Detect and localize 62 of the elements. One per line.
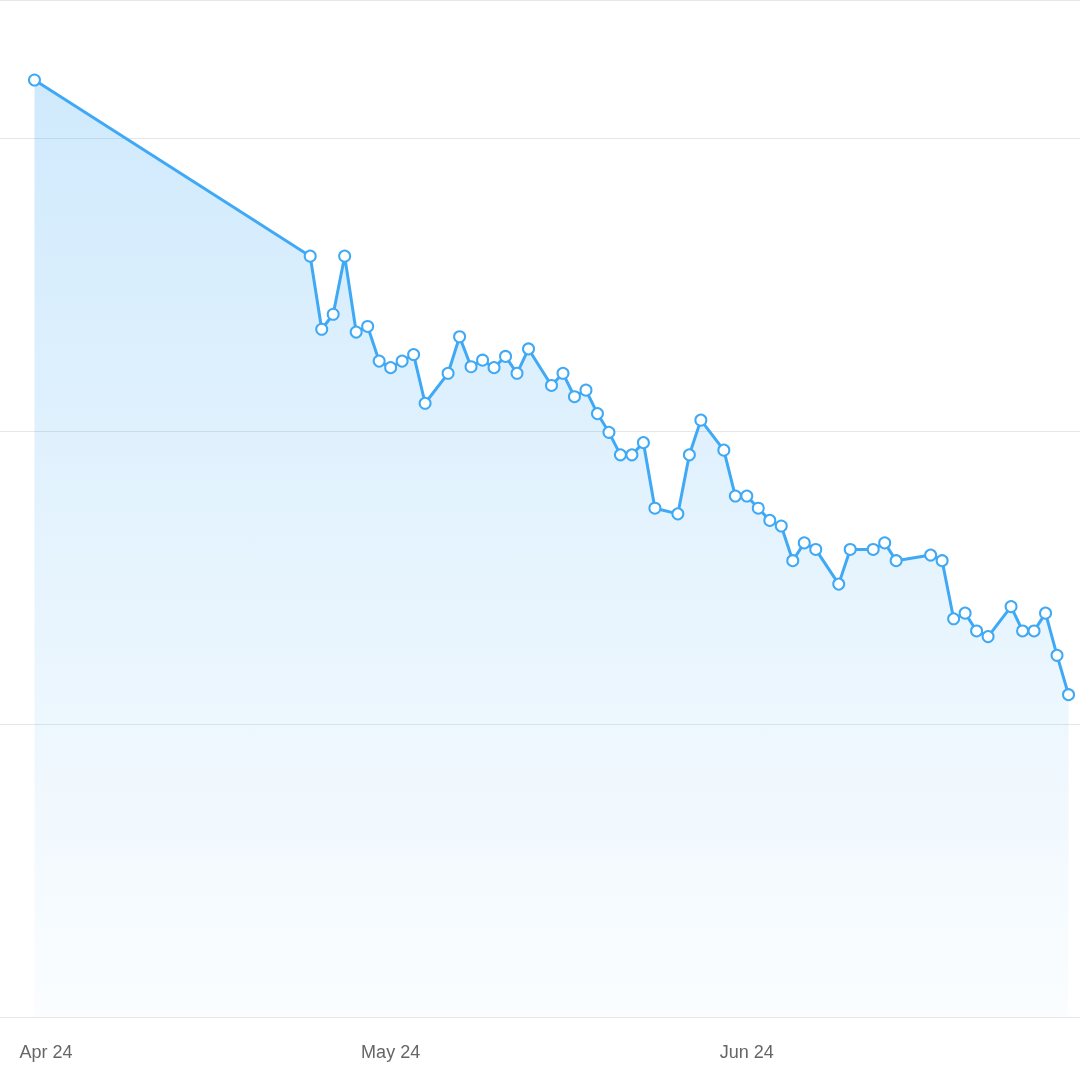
point: [441, 366, 455, 380]
point: [1062, 688, 1076, 702]
point: [453, 330, 467, 344]
point: [809, 542, 823, 556]
point: [889, 554, 903, 568]
point: [487, 361, 501, 375]
point: [407, 348, 421, 362]
point: [671, 507, 685, 521]
point: [303, 249, 317, 263]
point: [590, 407, 604, 421]
point: [315, 322, 329, 336]
point: [1016, 624, 1030, 638]
point: [843, 542, 857, 556]
point: [579, 383, 593, 397]
point: [751, 501, 765, 515]
point: [981, 630, 995, 644]
point: [476, 353, 490, 367]
point: [338, 249, 352, 263]
point: [464, 360, 478, 374]
point: [625, 448, 639, 462]
point: [372, 354, 386, 368]
point: [522, 342, 536, 356]
point: [1027, 624, 1041, 638]
point: [1039, 606, 1053, 620]
point: [499, 349, 513, 363]
point: [27, 73, 41, 87]
point: [682, 448, 696, 462]
x-tick-label: May 24: [361, 1042, 421, 1062]
x-tick-label: Apr 24: [19, 1042, 73, 1062]
point: [878, 536, 892, 550]
point: [958, 606, 972, 620]
point: [947, 612, 961, 626]
point: [924, 548, 938, 562]
point: [740, 489, 754, 503]
point: [602, 425, 616, 439]
point: [545, 378, 558, 392]
point: [728, 489, 742, 503]
point: [786, 554, 800, 568]
point: [567, 390, 581, 404]
point: [395, 354, 409, 368]
point: [1050, 648, 1064, 662]
point: [648, 501, 662, 515]
point: [361, 319, 375, 333]
point: [418, 396, 432, 410]
point: [326, 307, 340, 321]
point: [866, 542, 880, 556]
x-tick-label: Jun 24: [719, 1042, 774, 1062]
point: [510, 366, 524, 380]
point: [763, 513, 777, 527]
point: [797, 536, 811, 550]
point: [935, 554, 949, 568]
point: [613, 448, 627, 462]
point: [832, 577, 846, 591]
point: [556, 366, 570, 380]
point: [384, 361, 398, 375]
point: [970, 624, 984, 638]
point: [774, 519, 788, 533]
point: [694, 413, 708, 427]
point: [1004, 600, 1018, 614]
point: [717, 443, 731, 457]
point: [636, 436, 650, 450]
point: [349, 325, 363, 339]
